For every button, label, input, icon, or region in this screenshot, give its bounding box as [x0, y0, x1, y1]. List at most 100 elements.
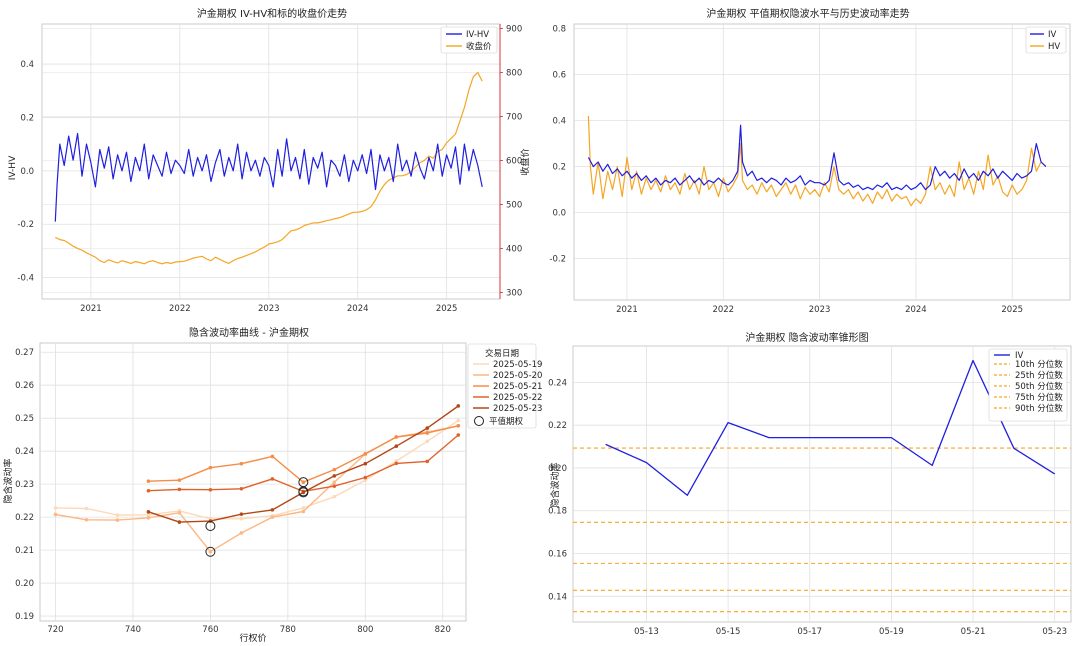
legend-box [988, 348, 1068, 422]
y-tick-label: 0.0 [552, 209, 566, 219]
series-lines [53, 404, 461, 557]
data-point [332, 480, 337, 484]
x-tick-label: 2021 [80, 304, 102, 314]
data-point [363, 452, 368, 456]
legend-label: IV [1048, 30, 1057, 40]
atm-marker [205, 546, 216, 557]
y-tick-label: -0.2 [549, 255, 566, 265]
legend-label: 75th 分位数 [1015, 392, 1063, 403]
series-line-ivhv [54, 132, 483, 222]
series-line-2025-05-19 [55, 419, 459, 520]
data-point [208, 549, 213, 554]
axis-ticks: 720 740 760 780 800 820 0.19 0.20 0.21 0.22 0.23 0.… [15, 348, 451, 635]
y2-tick-label: 500 [506, 200, 522, 210]
y-tick-label: 0.8 [552, 25, 566, 35]
y-tick-label: 0.18 [548, 507, 567, 517]
atm-marker [205, 521, 216, 532]
y-tick-label: 0.2 [20, 113, 34, 123]
y2-tick-label: 700 [506, 112, 522, 122]
series-line-iv [587, 124, 1047, 191]
x-tick-label: 720 [47, 625, 63, 635]
x-tick-label: 740 [125, 625, 141, 635]
x-tick-label: 05-19 [879, 627, 904, 637]
data-point [456, 404, 461, 408]
data-point [456, 433, 461, 437]
grid [40, 343, 466, 621]
data-point [177, 487, 182, 492]
series-line-close [55, 71, 483, 265]
atm-marker [298, 487, 309, 498]
y-tick-label: 0.4 [20, 60, 34, 70]
data-point [146, 488, 151, 493]
x-tick-label: 820 [435, 625, 451, 635]
legend: IV HV [1025, 26, 1067, 54]
y-tick-label: 0.23 [15, 480, 34, 490]
data-point [177, 511, 182, 515]
chart-title: 沪金期权 平值期权隐波水平与历史波动率走势 [706, 7, 909, 20]
data-point [146, 479, 151, 483]
y-tick-label: -0.4 [17, 274, 34, 284]
data-point [332, 484, 337, 488]
y-tick-label: 0.14 [548, 592, 567, 602]
data-point [146, 513, 151, 517]
x-tick-label: 2022 [712, 305, 734, 315]
y-tick-label: 0.6 [552, 71, 566, 81]
y-tick-label: 0.22 [15, 513, 34, 523]
x-tick-label: 2024 [905, 305, 927, 315]
legend: IV-HV 收盘价 [440, 26, 498, 54]
data-point [84, 517, 89, 522]
x-tick-label: 2023 [258, 304, 280, 314]
legend-label: 2025-05-23 [493, 404, 542, 414]
y-tick-label: 0.20 [15, 579, 34, 589]
x-tick-label: 2025 [436, 304, 458, 314]
legend-label: 2025-05-22 [493, 393, 542, 403]
legend-label: 2025-05-20 [493, 371, 542, 381]
data-point [146, 510, 151, 514]
y-tick-label: 0.26 [15, 381, 34, 391]
y-tick-label: 0.2 [552, 163, 566, 173]
y2-tick-label: 600 [506, 156, 522, 166]
chart-title: 隐含波动率曲线 - 沪金期权 [189, 326, 309, 339]
data-point [208, 487, 213, 492]
y-tick-label: 0.25 [15, 414, 34, 424]
legend-label: 50th 分位数 [1015, 381, 1063, 392]
y-tick-label: 0.22 [548, 421, 567, 431]
data-point [332, 474, 337, 478]
chart-iv-smile: 隐含波动率曲线 - 沪金期权 720 740 760 780 800 820 0.19 0.2… [2, 326, 542, 644]
series-line-hv [587, 115, 1047, 207]
x-tick-label: 800 [357, 625, 373, 635]
legend: 交易日期 平值期权 2025-05-192025-05-202025-05-21… [467, 343, 542, 429]
legend-label: IV [1015, 351, 1024, 361]
data-point [332, 494, 337, 499]
data-point [301, 509, 306, 514]
y-tick-label: 0.24 [15, 447, 34, 457]
series-lines [587, 115, 1047, 207]
data-point [456, 418, 461, 423]
data-point [394, 444, 399, 449]
legend-box [467, 343, 537, 429]
y-tick-label: -0.2 [17, 220, 34, 230]
data-point [301, 506, 306, 510]
series-lines [54, 71, 483, 265]
axis-ticks: 2021 2022 2023 2024 2025 -0.4 -0.2 0.0 0.2 0.4 300… [17, 24, 522, 314]
y-tick-label: 0.4 [552, 117, 566, 127]
legend-label: 25th 分位数 [1015, 370, 1063, 381]
x-tick-label: 2023 [809, 305, 831, 315]
x-tick-label: 760 [202, 625, 218, 635]
data-point [332, 467, 337, 472]
axis-ticks: 2021 2022 2023 2024 2025 -0.2 0.0 0.2 0.4 0.6 0.8 [549, 25, 1023, 315]
legend-label: 收盘价 [466, 41, 492, 52]
x-tick-label: 2021 [616, 305, 638, 315]
chart-iv-hv: 沪金期权 平值期权隐波水平与历史波动率走势 2021 2022 2023 2024 20… [549, 7, 1071, 315]
y2-tick-label: 800 [506, 68, 522, 78]
data-point [425, 439, 430, 444]
x-tick-label: 2025 [1001, 305, 1023, 315]
data-point [177, 478, 182, 482]
x-tick-label: 05-17 [797, 627, 822, 637]
data-point [177, 520, 182, 524]
grid [42, 24, 500, 299]
y2-tick-label: 400 [506, 244, 522, 254]
data-point [239, 516, 244, 521]
